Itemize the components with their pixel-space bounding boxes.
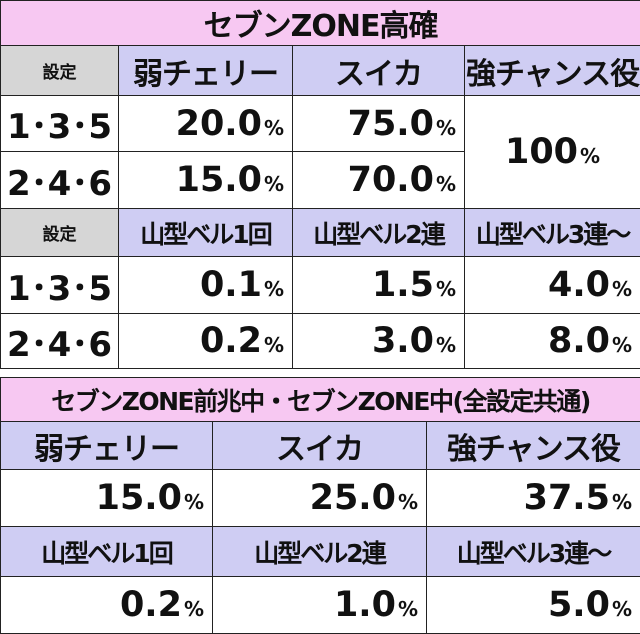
value-cell: 15.0%	[1, 470, 213, 527]
setting-label: 2･4･6	[1, 152, 119, 209]
value-cell: 4.0%	[465, 257, 640, 314]
percent-unit: %	[580, 144, 600, 168]
percent-unit: %	[612, 277, 632, 301]
value-cell: 0.1%	[119, 257, 293, 314]
value-cell: 8.0%	[465, 314, 640, 369]
value-cell: 0.2%	[1, 577, 213, 634]
col-header-bell-3: 山型ベル3連～	[427, 527, 640, 577]
setting-header: 設定	[1, 209, 119, 257]
col-header-weak-cherry: 弱チェリー	[1, 422, 213, 470]
seven-zone-high-prob-table: セブンZONE高確 設定 弱チェリー スイカ 強チャンス役 1･3･5 20.0…	[0, 0, 640, 369]
merged-value-cell: 100%	[465, 96, 640, 209]
setting-label: 1･3･5	[1, 96, 119, 152]
value-cell: 70.0%	[293, 152, 465, 209]
col-header-bell-2: 山型ベル2連	[293, 209, 465, 257]
percent-unit: %	[436, 333, 456, 357]
percent-unit: %	[264, 172, 284, 196]
value-cell: 0.2%	[119, 314, 293, 369]
col-header-bell-1: 山型ベル1回	[1, 527, 213, 577]
value-cell: 15.0%	[119, 152, 293, 209]
percent-unit: %	[264, 333, 284, 357]
percent-unit: %	[264, 116, 284, 140]
value-cell: 20.0%	[119, 96, 293, 152]
percent-unit: %	[436, 277, 456, 301]
col-header-watermelon: スイカ	[213, 422, 427, 470]
percent-unit: %	[436, 172, 456, 196]
percent-unit: %	[612, 333, 632, 357]
setting-label: 1･3･5	[1, 257, 119, 314]
value-cell: 1.5%	[293, 257, 465, 314]
percent-unit: %	[184, 490, 204, 514]
col-header-bell-3: 山型ベル3連～	[465, 209, 640, 257]
value-cell: 1.0%	[213, 577, 427, 634]
seven-zone-common-table: セブンZONE前兆中・セブンZONE中(全設定共通) 弱チェリー スイカ 強チャ…	[0, 377, 640, 634]
col-header-strong-chance: 強チャンス役	[427, 422, 640, 470]
table2-title: セブンZONE前兆中・セブンZONE中(全設定共通)	[1, 378, 640, 422]
setting-header: 設定	[1, 46, 119, 96]
value-cell: 5.0%	[427, 577, 640, 634]
col-header-bell-1: 山型ベル1回	[119, 209, 293, 257]
value-cell: 25.0%	[213, 470, 427, 527]
setting-label: 2･4･6	[1, 314, 119, 369]
value-cell: 75.0%	[293, 96, 465, 152]
col-header-weak-cherry: 弱チェリー	[119, 46, 293, 96]
percent-unit: %	[398, 490, 418, 514]
col-header-strong-chance: 強チャンス役	[465, 46, 640, 96]
col-header-watermelon: スイカ	[293, 46, 465, 96]
percent-unit: %	[264, 277, 284, 301]
percent-unit: %	[398, 597, 418, 621]
value-cell: 3.0%	[293, 314, 465, 369]
value-cell: 37.5%	[427, 470, 640, 527]
percent-unit: %	[436, 116, 456, 140]
percent-unit: %	[612, 597, 632, 621]
table1-title: セブンZONE高確	[1, 1, 640, 46]
percent-unit: %	[612, 490, 632, 514]
percent-unit: %	[184, 597, 204, 621]
col-header-bell-2: 山型ベル2連	[213, 527, 427, 577]
